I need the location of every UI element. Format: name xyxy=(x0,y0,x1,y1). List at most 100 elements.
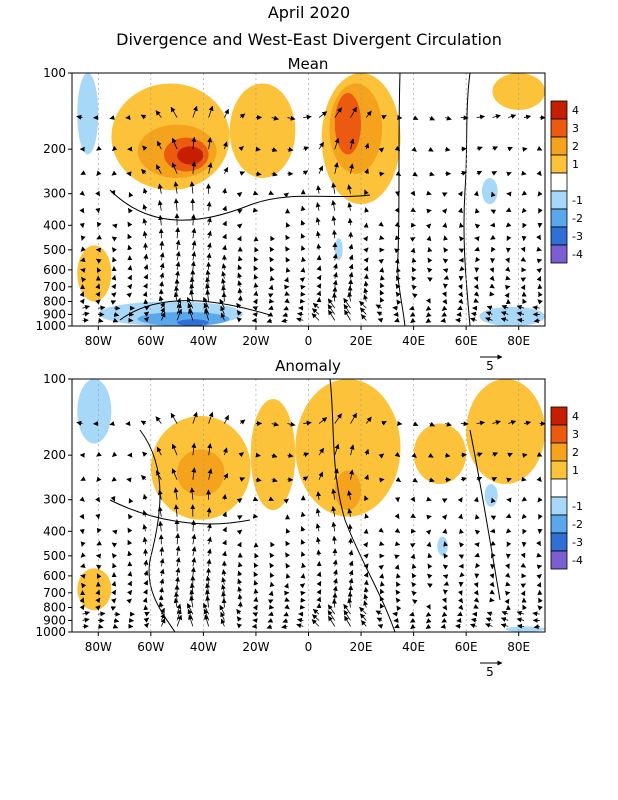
wind-vector xyxy=(409,237,416,242)
wind-vector xyxy=(412,115,419,120)
wind-vector xyxy=(505,581,511,587)
wind-vector xyxy=(142,597,148,603)
wind-vector xyxy=(536,145,543,151)
wind-vector xyxy=(473,590,479,596)
colorbar-swatch xyxy=(550,208,568,228)
wind-vector xyxy=(80,563,86,569)
wind-vector xyxy=(536,451,543,457)
wind-vector xyxy=(523,420,532,426)
wind-vector xyxy=(520,590,526,597)
wind-vector xyxy=(237,272,243,279)
wind-vector xyxy=(490,515,497,521)
wind-vector xyxy=(360,314,367,321)
wind-vector xyxy=(98,305,106,311)
wind-vector xyxy=(516,304,525,310)
wind-vector xyxy=(300,551,306,557)
wind-vector xyxy=(349,444,355,456)
wind-vector xyxy=(224,414,229,424)
wind-vector xyxy=(364,474,369,480)
anomaly-reference-vector: 5 xyxy=(480,660,503,679)
wind-vector xyxy=(143,273,148,280)
wind-vector xyxy=(158,295,164,302)
wind-vector xyxy=(191,442,197,456)
wind-vector xyxy=(394,317,400,323)
wind-vector xyxy=(460,146,467,152)
wind-vector xyxy=(441,311,447,317)
wind-vector xyxy=(111,542,118,548)
wind-vector xyxy=(475,256,481,263)
wind-vector xyxy=(282,312,288,317)
wind-vector xyxy=(96,234,102,240)
wind-vector xyxy=(111,589,117,596)
anomaly-reference-vector-label: 5 xyxy=(486,665,494,679)
wind-vector xyxy=(81,276,87,283)
wind-vector xyxy=(359,300,367,309)
anomaly-divergence-fill xyxy=(77,379,545,632)
wind-vector xyxy=(394,248,400,254)
wind-vector xyxy=(395,291,401,298)
wind-vector xyxy=(536,574,542,580)
wind-vector xyxy=(348,569,354,577)
wind-vector xyxy=(315,230,321,239)
wind-vector xyxy=(111,283,117,290)
wind-vector xyxy=(490,552,496,559)
wind-vector xyxy=(489,573,495,579)
wind-vector xyxy=(296,617,304,623)
y-tick-label: 400 xyxy=(43,524,66,538)
wind-vector xyxy=(474,208,480,214)
wind-vector xyxy=(425,312,432,318)
wind-vector xyxy=(142,230,148,239)
wind-vector xyxy=(500,317,509,323)
mean-reference-vector-label: 5 xyxy=(486,359,494,373)
wind-vector xyxy=(143,311,150,317)
wind-vector xyxy=(520,552,526,559)
wind-vector xyxy=(111,236,118,242)
wind-vector xyxy=(348,560,354,567)
wind-vector xyxy=(504,266,511,272)
wind-vector xyxy=(410,190,416,197)
wind-vector xyxy=(81,582,87,589)
wind-vector xyxy=(190,566,196,576)
anomaly-x-axis: 80W 60W 40W 20W 0 20E 40E 60E 80E xyxy=(85,632,530,654)
wind-vector xyxy=(347,508,353,517)
mean-divergence-fill xyxy=(77,73,545,326)
wind-vector xyxy=(285,234,291,241)
wind-vector xyxy=(520,562,527,568)
wind-vector xyxy=(332,279,338,287)
mean-divergent-wind-vectors xyxy=(76,105,545,324)
wind-vector xyxy=(506,477,512,483)
wind-vector xyxy=(425,529,432,535)
wind-vector xyxy=(536,476,542,482)
wind-vector xyxy=(331,292,337,302)
colorbar-swatch xyxy=(550,172,568,192)
wind-vector xyxy=(331,535,337,545)
colorbar-label: -1 xyxy=(572,194,583,207)
wind-vector xyxy=(492,146,498,151)
wind-vector xyxy=(82,610,90,616)
wind-vector xyxy=(285,540,291,547)
wind-vector xyxy=(157,489,163,500)
wind-vector xyxy=(445,452,451,458)
colorbar-swatch xyxy=(550,514,568,534)
wind-vector xyxy=(159,568,165,576)
wind-vector xyxy=(283,498,289,504)
wind-vector xyxy=(140,114,147,120)
wind-vector xyxy=(173,181,179,194)
wind-vector xyxy=(285,552,290,558)
wind-vector xyxy=(395,275,401,282)
wind-vector xyxy=(79,597,85,603)
wind-vector xyxy=(205,289,211,302)
wind-vector xyxy=(236,235,242,242)
wind-vector xyxy=(252,612,259,617)
x-tick-label: 0 xyxy=(305,640,313,654)
wind-vector xyxy=(476,452,483,458)
wind-vector xyxy=(303,146,310,152)
wind-vector xyxy=(222,233,227,240)
wind-vector xyxy=(505,222,512,228)
wind-vector xyxy=(347,184,352,194)
wind-vector xyxy=(516,623,525,629)
wind-vector xyxy=(457,611,463,617)
colorbar-label: 4 xyxy=(572,410,579,423)
wind-vector xyxy=(82,311,90,317)
wind-vector xyxy=(538,291,543,298)
